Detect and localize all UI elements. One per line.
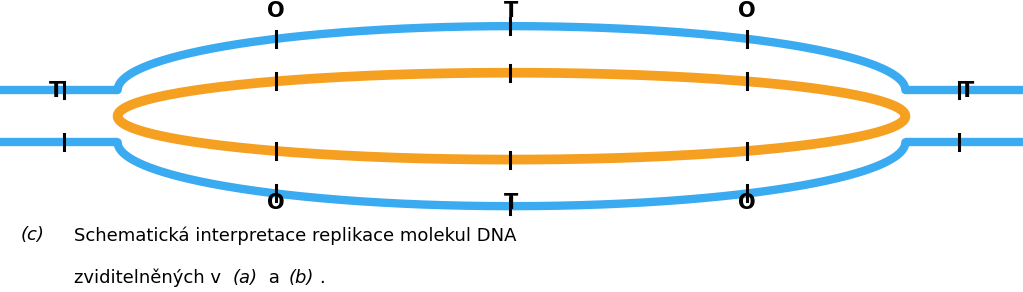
Text: zviditelněných v: zviditelněných v	[74, 269, 226, 287]
Text: O: O	[738, 193, 756, 213]
Text: T: T	[49, 81, 63, 101]
Text: O: O	[267, 193, 285, 213]
Text: T: T	[504, 193, 519, 213]
Text: Schematická interpretace replikace molekul DNA: Schematická interpretace replikace molek…	[74, 227, 517, 245]
Text: T: T	[960, 81, 974, 101]
Text: O: O	[738, 1, 756, 21]
Text: T: T	[504, 1, 519, 21]
Text: (c): (c)	[20, 227, 44, 244]
Text: O: O	[267, 1, 285, 21]
Text: .: .	[319, 269, 325, 286]
Text: (a): (a)	[232, 269, 257, 286]
Text: a: a	[263, 269, 285, 286]
Text: (b): (b)	[288, 269, 314, 286]
